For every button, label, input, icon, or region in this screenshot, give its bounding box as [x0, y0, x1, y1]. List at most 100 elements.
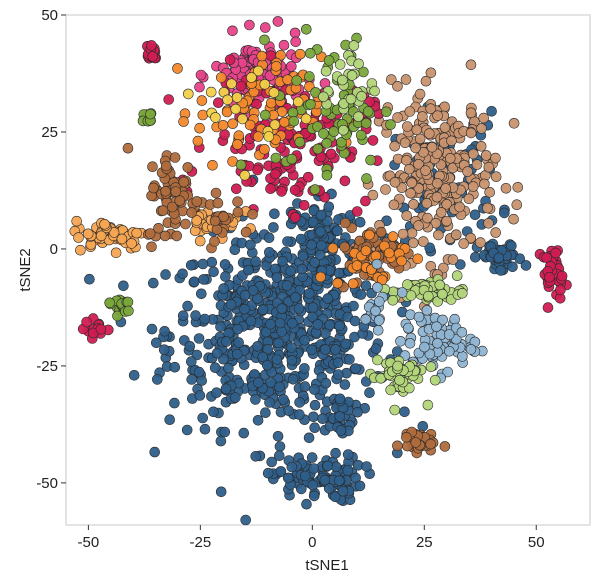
data-point [431, 178, 443, 189]
data-point [235, 80, 247, 92]
data-point [315, 271, 326, 283]
data-point [364, 387, 375, 399]
x-tick-label: -25 [190, 534, 212, 551]
data-point [169, 152, 181, 163]
data-point [465, 127, 477, 139]
data-point [500, 183, 512, 194]
data-point [268, 87, 280, 98]
data-point [307, 216, 319, 228]
data-point [263, 232, 275, 243]
data-point [259, 34, 270, 46]
data-point [332, 225, 343, 237]
data-point [209, 215, 221, 227]
data-point [426, 142, 438, 153]
scatter-points [69, 16, 572, 526]
data-point [289, 27, 301, 39]
data-point [211, 387, 222, 399]
data-point [169, 361, 181, 373]
data-point [126, 238, 137, 249]
data-point [216, 72, 227, 83]
data-point [210, 112, 221, 123]
data-point [195, 69, 207, 81]
data-point [271, 272, 283, 283]
data-point [439, 122, 451, 133]
data-point [458, 238, 470, 249]
data-point [330, 344, 341, 355]
data-point [297, 250, 309, 262]
data-point [148, 277, 159, 289]
data-point [73, 232, 84, 243]
data-point [294, 397, 305, 408]
data-point [253, 65, 264, 77]
data-point [389, 140, 401, 152]
data-point [270, 61, 282, 72]
data-point [493, 252, 505, 264]
data-point [323, 483, 335, 494]
data-point [307, 302, 319, 313]
data-point [252, 131, 264, 142]
data-point [282, 472, 294, 484]
data-point [259, 109, 271, 121]
data-point [320, 377, 332, 389]
data-point [282, 74, 293, 85]
data-point [289, 212, 301, 223]
data-point [486, 106, 497, 117]
data-point [321, 170, 333, 181]
data-point [392, 81, 403, 92]
y-tick-label: 0 [50, 241, 58, 258]
data-point [246, 72, 257, 83]
data-point [467, 181, 479, 192]
data-point [350, 363, 361, 374]
data-point [282, 236, 293, 247]
data-point [392, 360, 404, 372]
data-point [174, 195, 186, 206]
data-point [294, 409, 305, 420]
y-axis-ticks: -50 -25 0 25 50 [36, 7, 66, 492]
data-point [417, 420, 429, 432]
data-point [411, 124, 423, 136]
data-point [197, 258, 209, 270]
data-point [309, 399, 321, 411]
data-point [431, 191, 443, 203]
data-point [104, 297, 115, 309]
data-point [361, 461, 372, 472]
data-point [404, 106, 416, 117]
data-point [388, 199, 400, 211]
data-point [250, 450, 261, 462]
data-point [512, 182, 524, 193]
data-point [191, 215, 202, 226]
data-point [219, 129, 230, 140]
data-point [323, 55, 335, 66]
data-point [306, 239, 317, 251]
data-point [206, 256, 218, 268]
data-point [288, 115, 300, 127]
y-tick-label: -50 [36, 475, 58, 492]
data-point [265, 183, 276, 194]
data-point [495, 265, 507, 276]
data-point [387, 231, 399, 242]
data-point [239, 289, 251, 301]
data-point [208, 266, 219, 278]
data-point [305, 99, 316, 110]
data-point [230, 103, 241, 115]
data-point [336, 137, 347, 148]
data-point [442, 366, 454, 378]
data-point [360, 118, 372, 129]
data-point [219, 426, 231, 438]
data-point [469, 251, 481, 263]
data-point [392, 112, 403, 123]
data-point [281, 280, 293, 291]
data-point [383, 247, 395, 259]
data-point [257, 351, 269, 363]
data-point [399, 137, 411, 149]
data-point [294, 48, 306, 60]
data-point [264, 397, 275, 408]
data-point [425, 103, 437, 114]
data-point [337, 74, 348, 86]
data-point [170, 186, 182, 197]
data-point [307, 311, 318, 323]
data-point [222, 94, 233, 106]
data-point [348, 40, 360, 51]
x-axis-ticks: -50 -25 0 25 50 [78, 525, 545, 551]
data-point [369, 85, 380, 97]
